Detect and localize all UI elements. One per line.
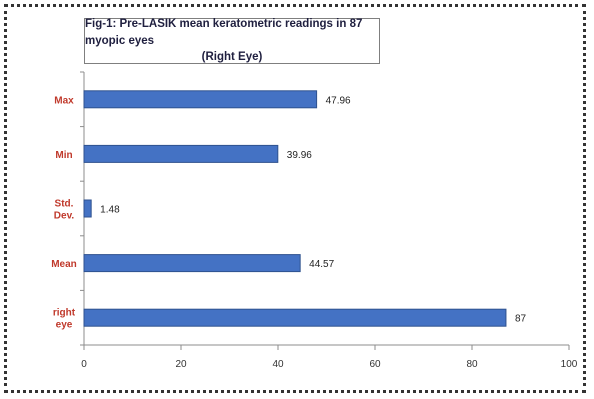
category-label: eye	[56, 320, 73, 331]
x-tick-label: 60	[369, 359, 381, 370]
bar	[83, 254, 301, 273]
chart-subtitle: (Right Eye)	[201, 51, 263, 64]
category-label: Mean	[51, 259, 77, 270]
bar	[83, 90, 318, 109]
x-tick-label: 20	[175, 359, 187, 370]
x-tick-label: 0	[81, 359, 87, 370]
value-label: 44.57	[309, 259, 334, 270]
chart-frame	[4, 4, 586, 393]
category-label: Max	[54, 95, 74, 106]
chart-title: Fig-1: Pre-LASIK mean keratometric readi…	[85, 18, 363, 47]
bar	[83, 144, 279, 163]
bar	[83, 199, 92, 218]
x-tick-label: 80	[466, 359, 478, 370]
value-label: 47.96	[326, 95, 351, 106]
category-label: Min	[55, 150, 72, 161]
bar	[83, 308, 507, 327]
x-tick-label: 100	[561, 359, 578, 370]
category-label: right	[53, 308, 76, 319]
chart-title-box: Fig-1: Pre-LASIK mean keratometric readi…	[84, 18, 380, 64]
category-label: Std.	[55, 199, 74, 210]
x-tick-label: 40	[272, 359, 284, 370]
value-label: 39.96	[287, 150, 312, 161]
value-label: 87	[515, 314, 527, 325]
category-label: Dev.	[54, 211, 75, 222]
value-label: 1.48	[100, 205, 120, 216]
